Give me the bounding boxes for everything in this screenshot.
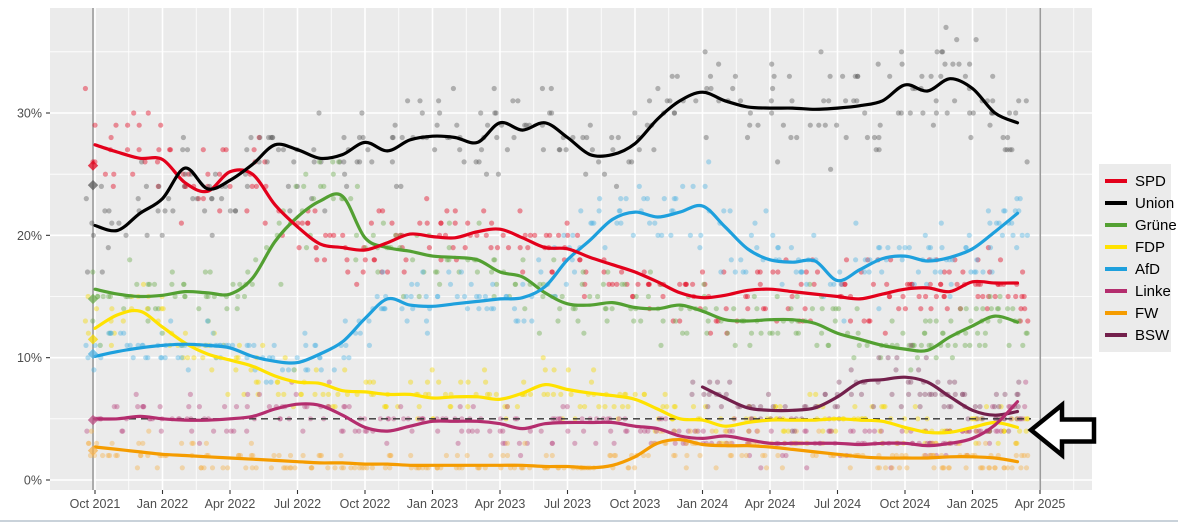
legend-line-swatch [1105,267,1127,271]
trend-line-BSW [700,375,1020,417]
legend-label: SPD [1135,172,1166,190]
trend-line-FW [93,437,1020,470]
legend-label: BSW [1135,326,1170,344]
legend-line-swatch [1105,245,1127,249]
trend-line-Union [93,77,1020,233]
legend-line-swatch [1105,223,1127,227]
x-tick-label: Jan 2024 [677,497,728,511]
legend-line-swatch [1105,333,1127,337]
trend-line-AfD [93,203,1020,365]
legend-label: AfD [1135,260,1161,278]
legend-label: Linke [1135,282,1171,300]
election-result-diamond-FW [87,445,99,456]
trend-line-SPD [93,143,1020,301]
y-tick-label: 20% [17,229,42,243]
x-tick-label: Apr 2023 [475,497,526,511]
legend-line-swatch [1105,289,1127,293]
poll-scatter-SPD [82,85,1031,336]
x-tick-label: Oct 2022 [340,497,391,511]
legend-line-swatch [1105,311,1127,315]
legend-label: FW [1135,304,1159,322]
x-tick-label: Jan 2025 [947,497,998,511]
legend-item-FW: FW [1105,302,1171,324]
y-tick-label: 0% [24,474,42,488]
x-tick-label: Apr 2025 [1015,497,1066,511]
x-tick-label: Oct 2023 [610,497,661,511]
threshold-arrow-annotation [1027,400,1097,460]
election-result-diamond-Union [87,179,99,191]
legend-line-swatch [1105,201,1127,205]
x-tick-label: Jul 2022 [274,497,321,511]
election-result-diamond-AfD [87,348,99,360]
x-tick-label: Apr 2022 [205,497,256,511]
x-tick-label: Jul 2023 [544,497,591,511]
legend-item-AfD: AfD [1105,258,1171,280]
x-tick-label: Jan 2023 [407,497,458,511]
election-result-diamond-Linke [87,414,99,426]
election-result-diamond-SPD [87,160,99,171]
y-tick-label: 30% [17,107,42,121]
legend-item-Linke: Linke [1105,280,1171,302]
legend-item-BSW: BSW [1105,324,1171,346]
y-tick-label: 10% [17,351,42,365]
election-result-diamond-Grüne [87,293,99,305]
x-tick-label: Apr 2024 [745,497,796,511]
legend-item-Grüne: Grüne [1105,214,1177,236]
legend-label: Grüne [1135,216,1177,234]
bottom-window-edge [0,520,1178,522]
legend-label: FDP [1135,238,1165,256]
legend-label: Union [1135,194,1175,212]
legend-item-FDP: FDP [1105,236,1171,258]
x-tick-label: Jan 2022 [137,497,188,511]
legend-item-SPD: SPD [1105,170,1171,192]
trend-line-FDP [93,308,1020,435]
election-result-diamond-FDP [87,334,99,345]
legend-item-Union: Union [1105,192,1175,214]
x-tick-label: Oct 2024 [880,497,931,511]
chart-legend: SPD Union Grüne FDP AfD Linke FW BSW [1099,164,1177,352]
legend-line-swatch [1105,179,1127,183]
trend-line-Grüne [93,192,1020,353]
x-tick-label: Jul 2024 [814,497,861,511]
trend-line-Linke [93,400,1020,448]
x-tick-label: Oct 2021 [70,497,121,511]
